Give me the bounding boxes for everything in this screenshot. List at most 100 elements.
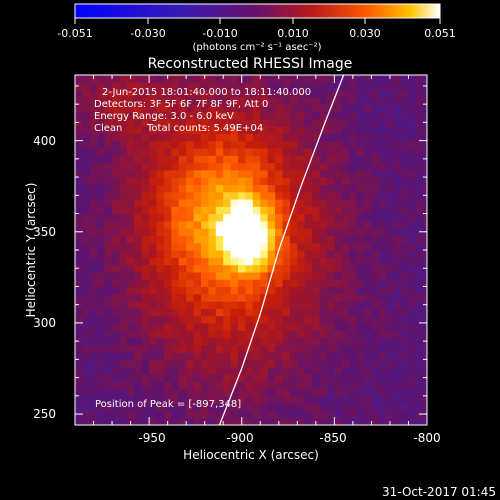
heatmap-cell (171, 403, 180, 412)
heatmap-cell (260, 344, 269, 353)
heatmap-cell (178, 111, 187, 120)
heatmap-cell (393, 330, 402, 339)
heatmap-cell (260, 322, 269, 331)
heatmap-cell (215, 191, 224, 200)
heatmap-cell (393, 184, 402, 193)
heatmap-cell (193, 169, 202, 178)
heatmap-cell (141, 279, 150, 288)
heatmap-cell (252, 104, 261, 113)
heatmap-cell (312, 118, 321, 127)
heatmap-cell (364, 403, 373, 412)
heatmap-cell (326, 352, 335, 360)
heatmap-cell (312, 111, 321, 120)
heatmap-cell (171, 169, 180, 178)
heatmap-cell (215, 403, 224, 412)
heatmap-cell (163, 155, 172, 164)
heatmap-cell (245, 206, 254, 215)
heatmap-cell (282, 279, 291, 288)
heatmap-cell (156, 228, 165, 237)
heatmap-cell (304, 286, 313, 295)
heatmap-cell (89, 286, 98, 295)
heatmap-cell (82, 111, 91, 120)
heatmap-cell (415, 82, 424, 91)
heatmap-cell (252, 96, 261, 105)
heatmap-cell (186, 133, 195, 142)
heatmap-cell (408, 169, 417, 178)
heatmap-cell (97, 82, 106, 91)
heatmap-cell (178, 366, 187, 375)
heatmap-cell (312, 242, 321, 251)
heatmap-cell (341, 315, 350, 324)
heatmap-cell (82, 213, 91, 222)
heatmap-cell (319, 184, 328, 193)
heatmap-cell (215, 337, 224, 346)
heatmap-cell (119, 191, 128, 200)
heatmap-cell (208, 373, 217, 382)
heatmap-cell (282, 330, 291, 339)
heatmap-cell (371, 271, 380, 280)
heatmap-cell (119, 286, 128, 295)
heatmap-cell (178, 213, 187, 222)
heatmap-cell (223, 162, 232, 171)
heatmap-cell (75, 177, 84, 185)
heatmap-cell (282, 315, 291, 324)
heatmap-cell (349, 220, 358, 229)
heatmap-cell (371, 359, 380, 368)
heatmap-cell (171, 89, 180, 98)
heatmap-cell (312, 220, 321, 229)
heatmap-cell (156, 118, 165, 127)
heatmap-cell (156, 381, 165, 390)
heatmap-cell (297, 184, 306, 193)
heatmap-cell (356, 417, 365, 425)
heatmap-cell (304, 228, 313, 237)
heatmap-cell (245, 359, 254, 368)
heatmap-cell (75, 220, 84, 229)
heatmap-cell (334, 417, 343, 425)
heatmap-cell (267, 417, 276, 425)
heatmap-cell (75, 162, 84, 171)
heatmap-cell (252, 177, 261, 185)
heatmap-cell (393, 257, 402, 266)
heatmap-cell (371, 104, 380, 113)
heatmap-cell (415, 308, 424, 317)
heatmap-cell (312, 373, 321, 382)
heatmap-cell (267, 147, 276, 156)
heatmap-cell (245, 140, 254, 149)
heatmap-cell (75, 366, 84, 375)
heatmap-cell (349, 250, 358, 258)
heatmap-cell (97, 352, 106, 360)
heatmap-cell (393, 235, 402, 244)
heatmap-cell (186, 381, 195, 390)
heatmap-cell (171, 279, 180, 288)
heatmap-cell (275, 147, 284, 156)
heatmap-cell (371, 177, 380, 185)
heatmap-cell (415, 220, 424, 229)
heatmap-cell (319, 133, 328, 142)
heatmap-cell (252, 308, 261, 317)
heatmap-cell (119, 206, 128, 215)
heatmap-cell (119, 155, 128, 164)
heatmap-cell (178, 330, 187, 339)
heatmap-cell (408, 388, 417, 397)
heatmap-cell (378, 82, 387, 91)
heatmap-cell (97, 191, 106, 200)
heatmap-cell (289, 104, 298, 113)
heatmap-cell (267, 162, 276, 171)
heatmap-cell (364, 293, 373, 302)
heatmap-cell (341, 235, 350, 244)
heatmap-cell (104, 279, 113, 288)
heatmap-cell (267, 75, 276, 83)
heatmap-cell (423, 162, 427, 171)
heatmap-cell (193, 301, 202, 309)
heatmap-cell (423, 147, 427, 156)
heatmap-cell (141, 213, 150, 222)
heatmap-cell (364, 140, 373, 149)
heatmap-cell (304, 250, 313, 258)
heatmap-cell (119, 279, 128, 288)
heatmap-cell (75, 147, 84, 156)
heatmap-cell (75, 381, 84, 390)
heatmap-cell (312, 330, 321, 339)
heatmap-cell (252, 410, 261, 419)
heatmap-cell (371, 213, 380, 222)
heatmap-cell (156, 337, 165, 346)
